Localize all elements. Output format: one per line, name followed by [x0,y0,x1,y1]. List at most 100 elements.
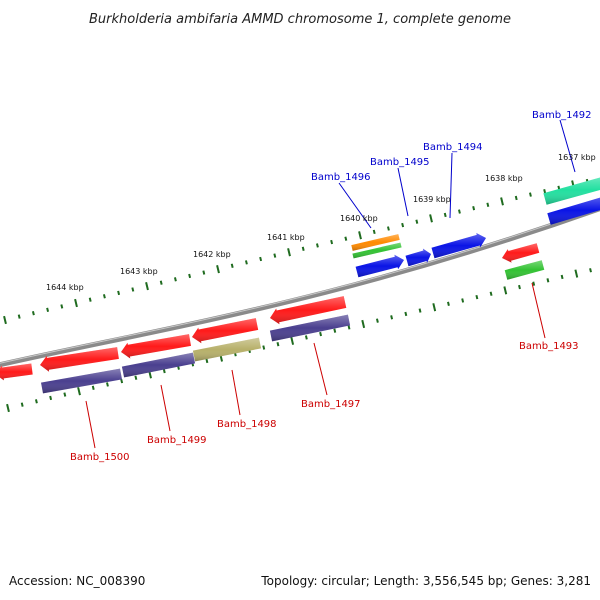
gene-label-bamb-1499[interactable]: Bamb_1499 [147,435,207,446]
inner-ring-major-tick [361,319,366,329]
inner-ring-minor-tick [34,399,38,404]
gene-label-bamb-1494[interactable]: Bamb_1494 [423,142,483,153]
gene-label-bamb-1492[interactable]: Bamb_1492 [532,110,592,121]
outer-ring-minor-tick [486,202,490,207]
inner-ring-minor-tick [333,328,337,333]
outer-ring-minor-tick [202,270,206,275]
gene-label-bamb-1500[interactable]: Bamb_1500 [70,452,130,463]
outer-ring-minor-tick [31,311,35,316]
inner-ring-minor-tick [589,268,592,273]
outer-ring-minor-tick [344,236,348,241]
gene-block-bamb-1497-top-shading [270,296,347,325]
outer-ring-minor-tick [17,314,21,319]
gene-label-bamb-1498[interactable]: Bamb_1498 [217,419,277,430]
inner-ring-major-tick [6,403,10,413]
gene-block-bamb-1500-top-shading [40,347,119,372]
gene-features [0,177,600,394]
inner-ring-minor-tick [518,284,521,290]
gene-block-bamb-1499-shading [121,352,196,378]
gene-block-red-edge-shading [0,363,33,381]
kbp-label-1643: 1643 kbp [120,267,158,276]
topology-text: Topology: circular; Length: 3,556,545 bp… [260,574,591,588]
inner-ring-minor-tick [461,298,465,303]
inner-ring-minor-tick [49,395,53,401]
inner-ring-minor-tick [489,291,493,296]
kbp-label-1639: 1639 kbp [413,195,451,204]
outer-ring-minor-tick [330,239,334,245]
outer-ring-major-tick [500,197,504,206]
outer-ring-major-tick [287,248,291,257]
inner-ring-major-tick [503,286,508,295]
gene-block-bamb-1500-shading [41,368,122,394]
outer-ring-minor-tick [188,273,192,279]
outer-ring-minor-tick [315,243,319,248]
inner-ring-minor-tick [347,325,351,330]
kbp-label-1638: 1638 kbp [485,174,523,183]
outer-ring-minor-tick [514,195,518,201]
inner-ring-minor-tick [532,281,536,286]
inner-ring-major-tick [574,269,579,278]
gene-label-bamb-1496[interactable]: Bamb_1496 [311,172,371,183]
accession-text: Accession: NC_008390 [9,574,145,588]
outer-ring-major-tick [3,315,7,325]
leader-bamb-1493 [531,282,546,339]
outer-ring-minor-tick [273,253,277,258]
kbp-label-1642: 1642 kbp [193,250,231,259]
inner-ring-minor-tick [262,345,266,350]
gene-block-bamb-1492-teal-shading [543,177,600,205]
leader-bamb-1494 [449,152,453,219]
inner-ring-minor-tick [475,294,479,300]
gene-block-bamb-1492-blue-shading [547,197,600,225]
chromosome-backbone [0,205,600,368]
outer-ring-minor-tick [46,307,50,313]
kbp-label-1640: 1640 kbp [340,214,378,223]
gene-block-bamb-1499-top-shading [121,334,191,359]
leader-bamb-1498 [231,369,241,416]
outer-ring-minor-tick [386,226,390,231]
gene-block-bamb-1498-shading [192,337,262,362]
inner-ring-minor-tick [91,385,95,391]
outer-ring-minor-tick [159,280,163,285]
inner-ring-minor-tick [560,274,564,280]
outer-ring-minor-tick [131,287,135,292]
outer-ring-minor-tick [472,205,476,211]
chromosome-backbone-highlight [0,206,600,364]
gene-label-bamb-1497[interactable]: Bamb_1497 [301,399,361,410]
outer-ring-major-tick [429,214,433,223]
inner-ring-minor-tick [205,358,209,364]
outer-ring-major-tick [216,265,220,274]
outer-ring-minor-tick [102,294,106,299]
outer-ring-minor-tick [60,304,64,309]
kbp-label-1641: 1641 kbp [267,233,305,242]
leader-bamb-1495 [397,167,409,217]
gene-label-bamb-1493[interactable]: Bamb_1493 [519,341,579,352]
outer-tick-ring [3,178,589,325]
outer-ring-minor-tick [443,212,447,218]
outer-ring-major-tick [358,231,362,240]
inner-ring-minor-tick [546,278,550,283]
outer-ring-minor-tick [458,209,461,214]
gene-block-green-shading [352,242,402,259]
gene-label-bamb-1495[interactable]: Bamb_1495 [370,157,430,168]
gene-block-bamb-1493-red-shading [502,243,540,263]
outer-ring-minor-tick [543,189,547,194]
outer-ring-minor-tick [415,219,419,224]
inner-tick-ring [6,268,592,413]
inner-ring-major-tick [77,387,81,396]
outer-ring-minor-tick [230,263,234,268]
inner-ring-major-tick [290,336,295,345]
outer-ring-minor-tick [401,222,405,228]
outer-ring-major-tick [145,281,149,291]
outer-ring-minor-tick [173,277,177,282]
inner-ring-minor-tick [404,311,408,317]
leader-bamb-1500 [85,400,96,449]
leader-bamb-1499 [160,384,171,432]
gene-block-bamb-1495-shading [405,248,431,267]
outer-ring-minor-tick [301,246,305,252]
label-leader-lines [85,119,576,449]
outer-ring-minor-tick [244,260,248,265]
inner-ring-minor-tick [120,378,124,384]
gene-block-bamb-1493-shading [504,260,545,280]
